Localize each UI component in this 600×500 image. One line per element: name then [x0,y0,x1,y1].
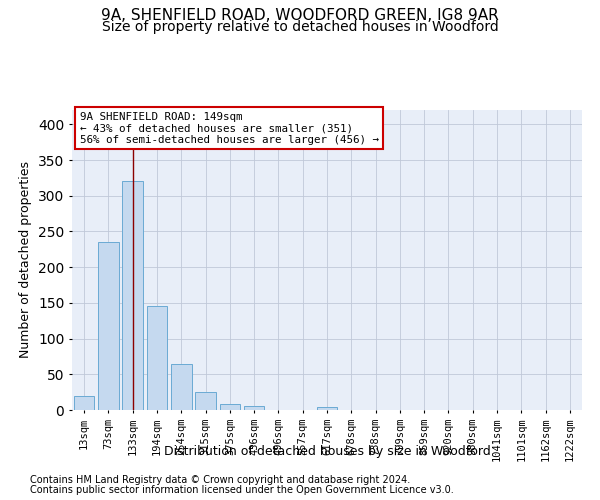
Text: Size of property relative to detached houses in Woodford: Size of property relative to detached ho… [101,20,499,34]
Bar [195,392,216,410]
Bar [122,182,143,410]
Text: 9A SHENFIELD ROAD: 149sqm
← 43% of detached houses are smaller (351)
56% of semi: 9A SHENFIELD ROAD: 149sqm ← 43% of detac… [80,112,379,144]
Bar [146,306,167,410]
Text: 9A, SHENFIELD ROAD, WOODFORD GREEN, IG8 9AR: 9A, SHENFIELD ROAD, WOODFORD GREEN, IG8 … [101,8,499,22]
Bar [220,404,240,410]
Bar [98,242,119,410]
Bar [244,406,265,410]
Text: Contains HM Land Registry data © Crown copyright and database right 2024.: Contains HM Land Registry data © Crown c… [30,475,410,485]
Text: Contains public sector information licensed under the Open Government Licence v3: Contains public sector information licen… [30,485,454,495]
Y-axis label: Number of detached properties: Number of detached properties [19,162,32,358]
Text: Distribution of detached houses by size in Woodford: Distribution of detached houses by size … [164,444,490,458]
Bar [171,364,191,410]
Bar [74,396,94,410]
Bar [317,407,337,410]
